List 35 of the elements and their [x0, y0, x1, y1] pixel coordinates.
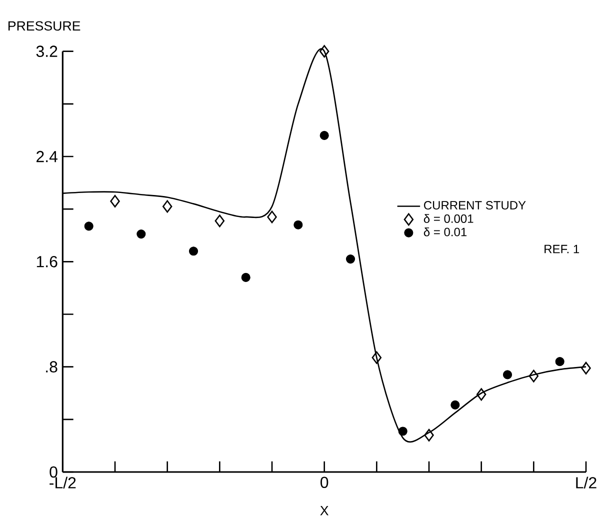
point [450, 400, 460, 410]
y-tick-label: 1.6 [36, 256, 58, 268]
point [502, 370, 512, 380]
point [346, 254, 356, 264]
y-axis-title: PRESSURE [8, 21, 80, 31]
point [476, 388, 486, 401]
point [294, 220, 303, 230]
x-tick-label: -L/2 [50, 476, 76, 489]
x-axis-title: X [320, 506, 329, 516]
x-tick-label: 0 [320, 476, 328, 488]
point [84, 222, 94, 231]
y-tick-label: .8 [46, 361, 58, 373]
y-tick-label: 3.2 [36, 46, 58, 58]
point [319, 45, 330, 58]
point [162, 200, 172, 213]
point [528, 370, 539, 382]
point [555, 357, 564, 366]
legend-label: CURRENT STUDY [424, 201, 526, 210]
point [267, 210, 277, 224]
legend-label: δ = 0.001 [424, 214, 474, 224]
x-tick-label: L/2 [576, 476, 596, 489]
point [214, 214, 225, 228]
legend-label: δ = 0.01 [424, 228, 467, 236]
point [424, 429, 434, 442]
annotation: REF. 1 [544, 245, 580, 254]
point [188, 246, 198, 256]
y-tick-label: 2.4 [36, 151, 58, 162]
point [581, 362, 591, 375]
y-tick-label: 0 [50, 466, 58, 478]
point [398, 426, 408, 436]
point [372, 352, 382, 364]
point [320, 131, 329, 140]
point [110, 195, 120, 208]
point [136, 230, 146, 239]
point [241, 273, 250, 282]
